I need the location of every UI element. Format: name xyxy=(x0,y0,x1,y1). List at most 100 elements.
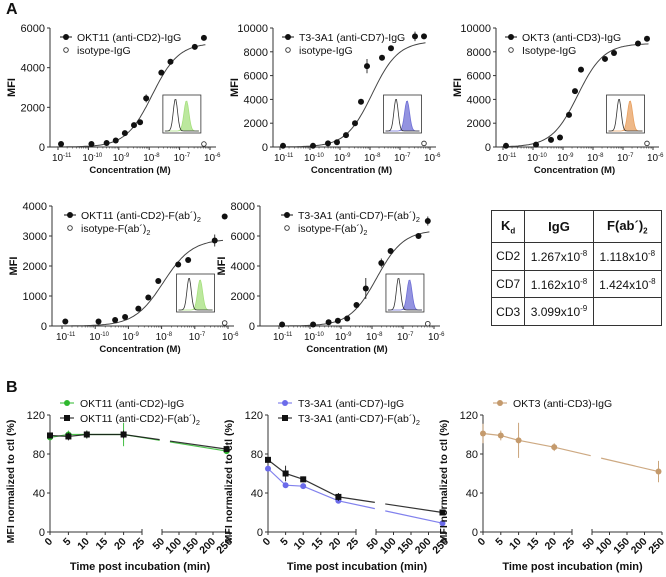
y-tick-label: 10000 xyxy=(460,23,491,35)
x-tick-label: 15 xyxy=(525,536,542,553)
data-point xyxy=(83,431,90,438)
y-axis-label: MFI xyxy=(229,78,241,97)
data-point xyxy=(137,119,144,126)
data-point xyxy=(62,318,69,325)
tick-base: 10 xyxy=(497,153,509,164)
text-main: Isotype-IgG xyxy=(522,45,576,57)
value-mantissa: 1.118x10 xyxy=(599,249,649,264)
data-point xyxy=(503,142,509,149)
control-histogram xyxy=(608,99,643,132)
subscript: 2 xyxy=(197,215,201,224)
x-tick-label: 10-7 xyxy=(617,153,634,164)
x-tick-label: 10-7 xyxy=(394,153,411,164)
data-point xyxy=(47,432,53,439)
legend-marker xyxy=(64,415,70,421)
series-2: isotype-IgG xyxy=(63,45,207,147)
tick-base: 10 xyxy=(394,153,406,164)
x-tick-label: 10-11 xyxy=(56,332,76,343)
legend-label: isotype-IgG xyxy=(77,45,131,57)
tick-exponent: -6 xyxy=(233,332,239,338)
data-point xyxy=(439,509,446,516)
fit-curve xyxy=(278,42,426,148)
legend-marker xyxy=(508,34,514,40)
tick-exponent: -9 xyxy=(124,153,130,159)
kd-table-row: CD7 1.162x10-8 1.424x10-8 xyxy=(490,269,663,299)
data-point xyxy=(480,430,486,437)
kd-table: Kd IgG F(ab´)2 CD2 1.267x10-8 1.118x10-8… xyxy=(490,209,663,326)
tick-base: 10 xyxy=(424,153,436,164)
kd-table-row: CD2 1.267x10-8 1.118x10-8 xyxy=(490,242,663,271)
legend-marker xyxy=(508,47,514,53)
x-tick-label: 10-9 xyxy=(122,332,139,343)
legend-label: isotype-F(ab´)2 xyxy=(81,223,150,237)
y-tick-label: 6000 xyxy=(231,231,255,243)
tick-base: 10 xyxy=(82,153,94,164)
tick-base: 10 xyxy=(617,153,629,164)
y-axis-label: MFI xyxy=(216,257,228,276)
x-tick-label: 15 xyxy=(309,536,326,553)
x-tick-label: 200 xyxy=(629,536,650,557)
tick-exponent: -6 xyxy=(658,153,664,159)
tick-exponent: -8 xyxy=(598,153,604,159)
x-tick-label: 10-8 xyxy=(156,332,173,343)
data-point xyxy=(421,140,427,147)
kd-header-cell: Kd xyxy=(490,209,526,244)
series-2: OKT11 (anti-CD2)-F(ab´)2 xyxy=(47,413,230,453)
tick-base: 10 xyxy=(273,332,285,343)
data-point xyxy=(121,130,128,137)
x-tick-label: 10-7 xyxy=(189,332,206,343)
tick-base: 10 xyxy=(204,153,216,164)
data-point xyxy=(167,58,174,65)
legend-marker xyxy=(497,400,503,406)
data-point xyxy=(364,63,370,70)
igg-cell: 3.099x10-9 xyxy=(524,297,594,326)
y-tick-label: 4000 xyxy=(23,201,47,213)
data-point xyxy=(412,33,418,40)
data-point xyxy=(325,319,332,326)
y-tick-label: 8000 xyxy=(467,47,491,59)
legend-marker xyxy=(67,225,73,231)
x-tick-label: 10-9 xyxy=(113,153,130,164)
legend-label: OKT11 (anti-CD2)-F(ab´)2 xyxy=(81,210,201,224)
tick-exponent: -10 xyxy=(94,153,103,159)
fab-label: F(ab´) xyxy=(607,217,644,233)
y-tick-label: 0 xyxy=(39,527,45,539)
x-tick-label: 10-6 xyxy=(204,153,221,164)
x-tick-label: 25 xyxy=(130,536,147,553)
igg-header-cell: IgG xyxy=(524,209,594,244)
data-point xyxy=(223,446,230,453)
data-point xyxy=(378,260,385,266)
x-tick-label: 10-11 xyxy=(274,153,294,164)
subscript: 2 xyxy=(146,228,150,237)
x-tick-label: 150 xyxy=(395,536,416,557)
tick-base: 10 xyxy=(557,153,569,164)
legend-label: T3-3A1 (anti-CD7)-IgG xyxy=(299,32,405,44)
tick-exponent: -11 xyxy=(508,153,517,159)
y-tick-label: 1000 xyxy=(23,291,47,303)
x-tick-label: 250 xyxy=(646,536,666,557)
x-tick-label: 10-11 xyxy=(52,153,72,164)
tick-base: 10 xyxy=(156,332,168,343)
x-tick-label: 200 xyxy=(413,536,434,557)
fit-curve xyxy=(60,239,224,327)
data-point xyxy=(155,278,162,284)
series-1: OKT11 (anti-CD2)-F(ab´)2 xyxy=(62,210,228,325)
text-main: isotype-IgG xyxy=(77,45,131,57)
tick-base: 10 xyxy=(428,332,440,343)
value-exponent: -9 xyxy=(580,304,588,314)
x-tick-label: 20 xyxy=(327,536,344,553)
series-1: T3-3A1 (anti-CD7)-IgG xyxy=(280,31,427,149)
y-tick-label: 2000 xyxy=(21,102,45,114)
data-point xyxy=(334,139,340,146)
text-main: isotype-IgG xyxy=(299,45,353,57)
series-1: OKT11 (anti-CD2)-IgG xyxy=(58,32,207,148)
data-point xyxy=(131,122,137,129)
legend-marker xyxy=(63,47,69,53)
data-point xyxy=(497,432,504,439)
tick-base: 10 xyxy=(174,153,186,164)
histogram-inset xyxy=(162,94,202,134)
